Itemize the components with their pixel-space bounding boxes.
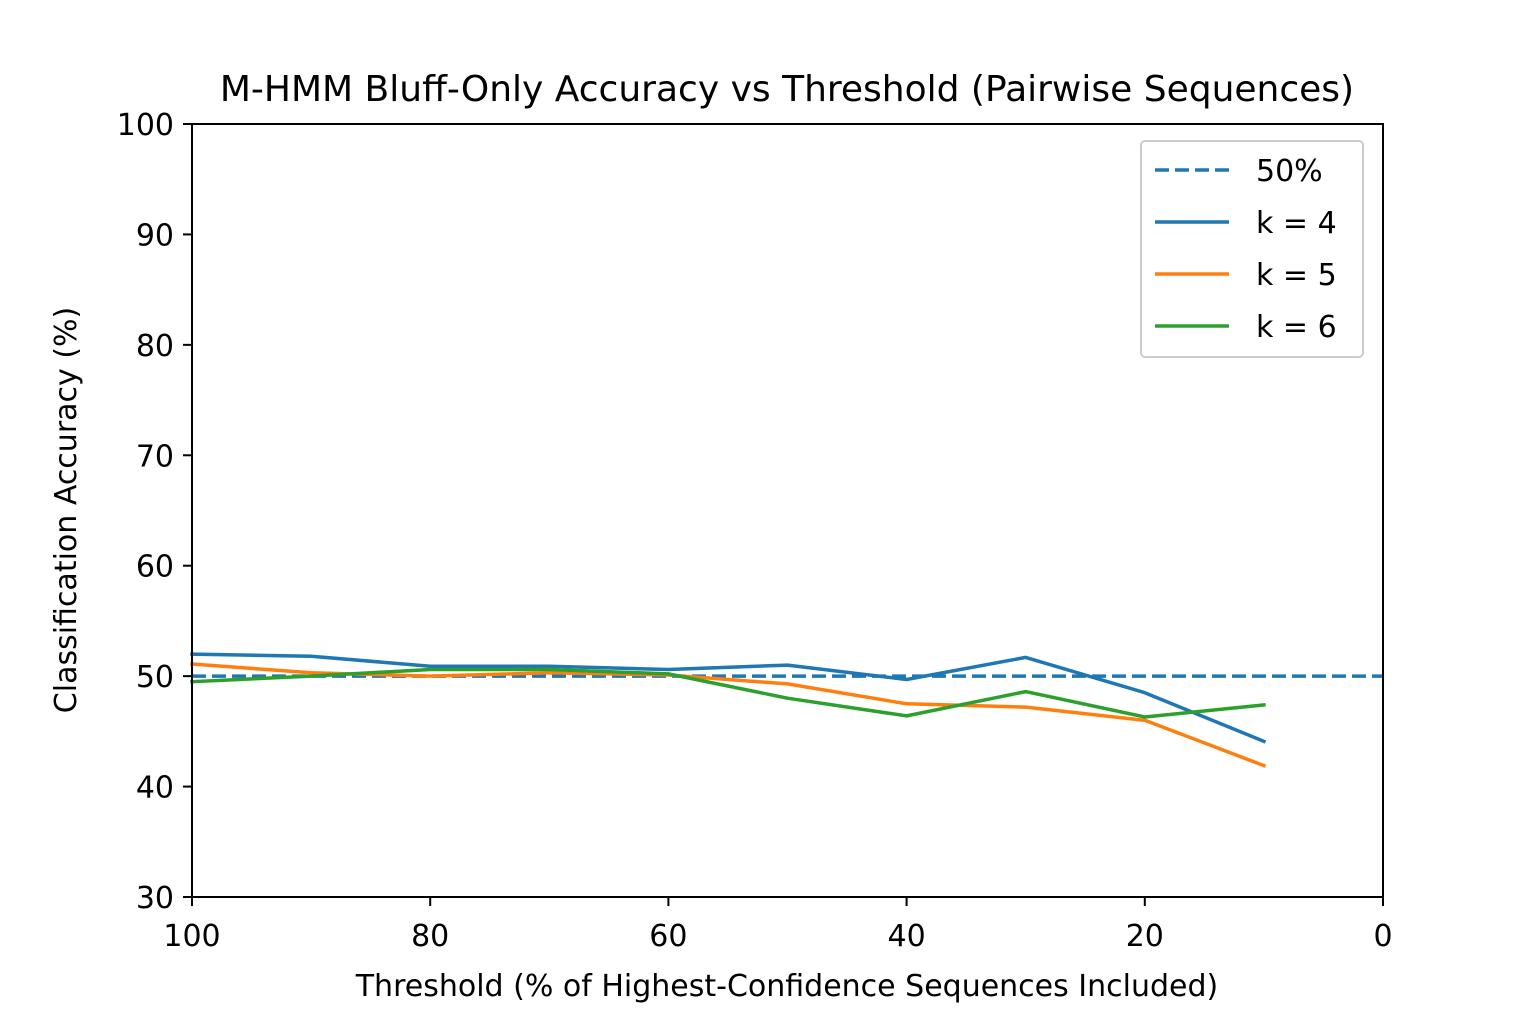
legend: 50% k = 4 k = 5 k = 6 [1140,140,1364,358]
legend-label: k = 4 [1256,206,1337,241]
chart-title: M-HMM Bluff-Only Accuracy vs Threshold (… [220,69,1354,110]
y-tick-label: 80 [136,329,174,364]
legend-label: k = 5 [1256,258,1337,293]
y-tick-label: 30 [136,881,174,916]
y-tick-label: 90 [136,218,174,253]
x-tick-label: 0 [1373,919,1392,954]
y-axis-ticks: 30 40 50 60 70 80 90 100 [117,108,192,916]
legend-label: 50% [1256,154,1323,189]
x-tick-label: 40 [888,919,926,954]
x-tick-label: 100 [163,919,220,954]
y-tick-label: 100 [117,108,174,143]
y-tick-label: 60 [136,550,174,585]
x-tick-label: 20 [1126,919,1164,954]
y-tick-label: 70 [136,439,174,474]
legend-box [1140,140,1364,358]
x-tick-label: 80 [411,919,449,954]
x-axis-ticks: 100 80 60 40 20 0 [163,897,1393,954]
y-axis-label: Classification Accuracy (%) [49,307,84,713]
plot-area [190,652,1383,768]
series-line-k6 [190,667,1266,719]
x-axis-label: Threshold (% of Highest-Confidence Seque… [355,969,1219,1004]
series-line-k4 [190,652,1267,744]
y-tick-label: 50 [136,660,174,695]
y-tick-label: 40 [136,771,174,806]
legend-label: k = 6 [1256,310,1337,345]
axes-frame [191,123,1384,898]
x-tick-label: 60 [649,919,687,954]
